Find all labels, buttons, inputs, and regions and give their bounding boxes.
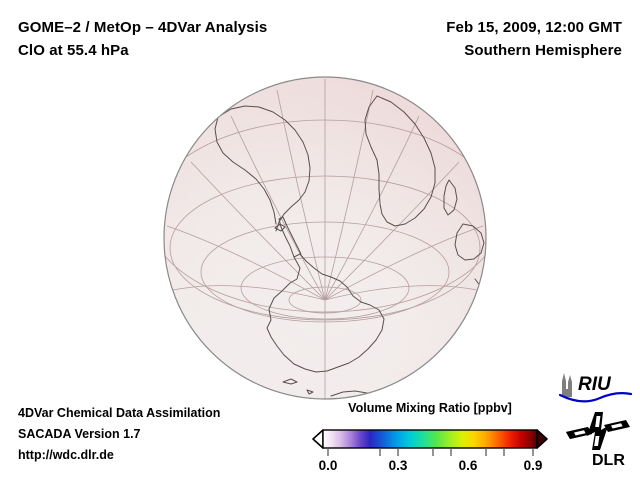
colorbar-ticks	[327, 448, 534, 456]
header-left-block: GOME–2 / MetOp – 4DVar Analysis ClO at 5…	[18, 16, 267, 62]
header-right-block: Feb 15, 2009, 12:00 GMT Southern Hemisph…	[446, 16, 622, 62]
riu-logo-svg: RIU	[558, 373, 633, 403]
footer-url-link[interactable]: http://wdc.dlr.de	[18, 448, 114, 462]
graticule-layer	[164, 79, 486, 399]
colorbar-svg: 0.0 0.3 0.6 0.9	[312, 429, 548, 473]
riu-swoosh	[558, 392, 633, 403]
coastline-antarctica	[266, 253, 385, 373]
colorbar-tick-label: 0.0	[319, 458, 338, 473]
riu-wordmark: RIU	[578, 374, 612, 395]
colorbar-tick-labels: 0.0 0.3 0.6 0.9	[319, 458, 543, 473]
colorbar-tick-label: 0.6	[459, 458, 478, 473]
coastline-lower-limb-arc	[330, 390, 368, 397]
coastline-island-small	[306, 389, 314, 395]
page-title: GOME–2 / MetOp – 4DVar Analysis	[18, 19, 268, 36]
globe-outline	[163, 76, 487, 400]
dlr-wordmark: DLR	[592, 452, 625, 468]
coastline-south-georgia	[282, 378, 298, 385]
globe-svg	[163, 76, 487, 400]
coastline-tierra-del-fuego	[274, 223, 286, 232]
page-subtitle: ClO at 55.4 hPa	[18, 42, 129, 59]
colorbar-gradient-bar	[322, 429, 538, 449]
colorbar-extend-right-arrow	[536, 429, 548, 449]
footer-left-block: 4DVar Chemical Data Assimilation SACADA …	[18, 403, 220, 466]
colorbar-tick-label: 0.3	[389, 458, 408, 473]
coastline-south-america	[217, 105, 311, 232]
colorbar-title: Volume Mixing Ratio [ppbv]	[348, 401, 512, 415]
dlr-logo: DLR	[562, 410, 634, 468]
dlr-pinwheel-icon	[566, 412, 630, 450]
coastline-australia	[454, 223, 485, 261]
colorbar: Volume Mixing Ratio [ppbv]	[305, 401, 555, 473]
colorbar-tick-label: 0.9	[524, 458, 543, 473]
coastline-south-america-west	[214, 116, 277, 225]
coastline-madagascar	[443, 179, 458, 216]
coastline-layer	[214, 95, 485, 397]
colorbar-extend-left-arrow	[312, 429, 324, 449]
globe-map	[163, 76, 487, 400]
region-label: Southern Hemisphere	[464, 42, 622, 59]
timestamp-label: Feb 15, 2009, 12:00 GMT	[446, 19, 622, 36]
riu-logo: RIU	[556, 369, 634, 405]
cathedral-icon	[562, 373, 572, 397]
meridian-group	[164, 79, 486, 399]
coastline-africa	[376, 95, 436, 227]
dlr-logo-svg: DLR	[566, 412, 630, 468]
footer-version-label: SACADA Version 1.7	[18, 427, 141, 441]
coastline-africa-west	[364, 95, 381, 204]
footer-project-label: 4DVar Chemical Data Assimilation	[18, 406, 221, 420]
